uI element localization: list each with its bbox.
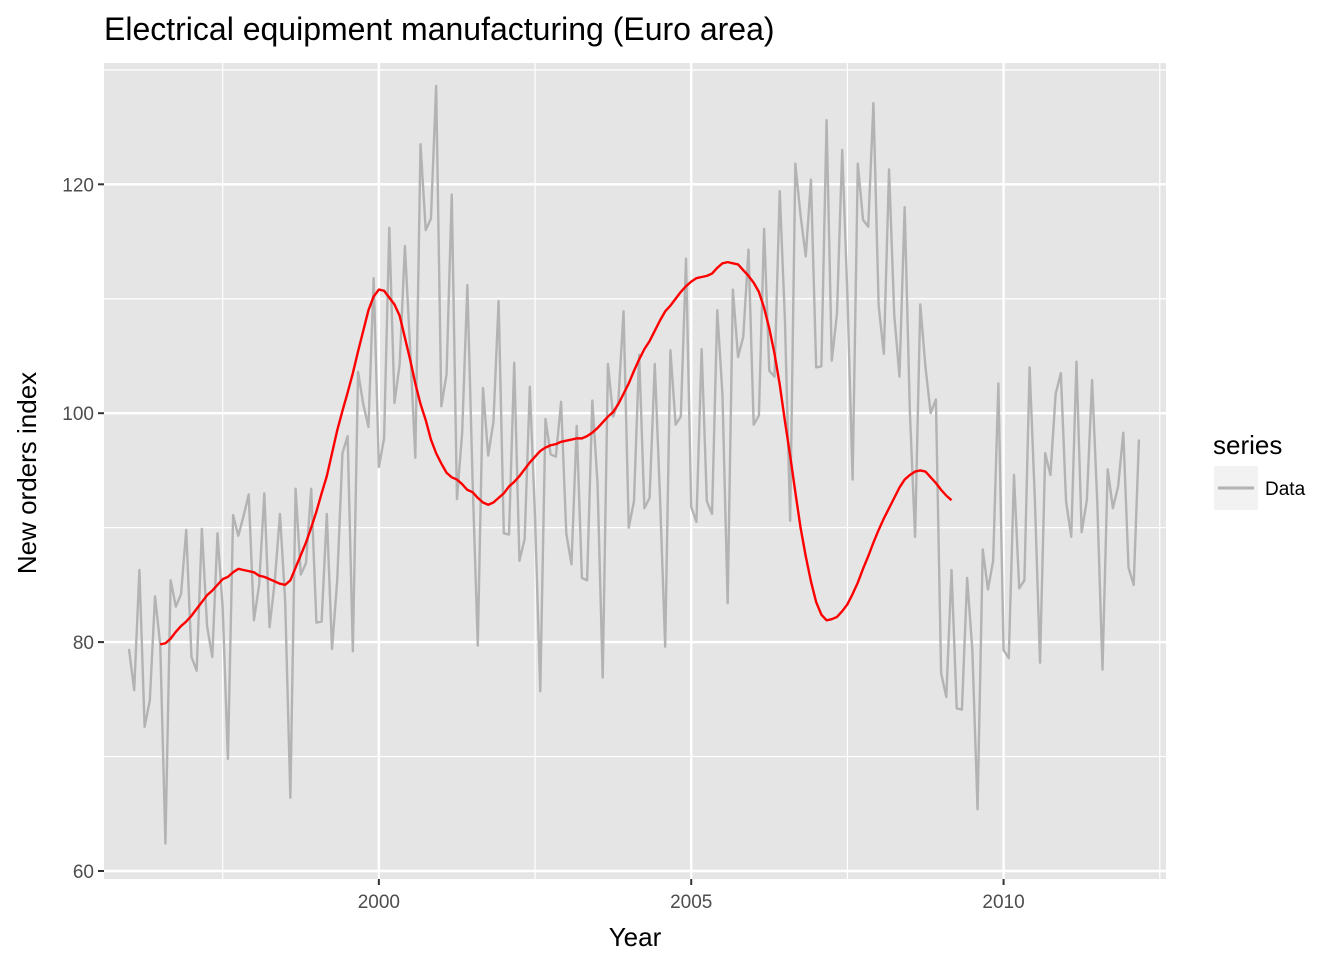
- series-layer: [127, 84, 1141, 845]
- data-line: [127, 84, 1141, 845]
- y-tick-label: 80: [73, 633, 94, 654]
- x-axis-title: Year: [609, 922, 662, 952]
- y-tick-label: 60: [73, 862, 94, 883]
- legend-label-data: Data: [1265, 479, 1306, 500]
- y-tick-label: 100: [62, 404, 94, 425]
- x-tick-label: 2000: [358, 892, 400, 913]
- y-axis: 60 80 100 120: [62, 175, 104, 883]
- trend-line: [159, 260, 953, 646]
- legend: series Data: [1213, 430, 1306, 510]
- x-tick-label: 2010: [982, 892, 1024, 913]
- x-axis: 2000 2005 2010: [358, 879, 1025, 913]
- x-tick-label: 2005: [670, 892, 712, 913]
- legend-title: series: [1213, 430, 1282, 460]
- chart-title: Electrical equipment manufacturing (Euro…: [104, 11, 775, 47]
- y-tick-label: 120: [62, 175, 94, 196]
- y-axis-title: New orders index: [12, 372, 42, 574]
